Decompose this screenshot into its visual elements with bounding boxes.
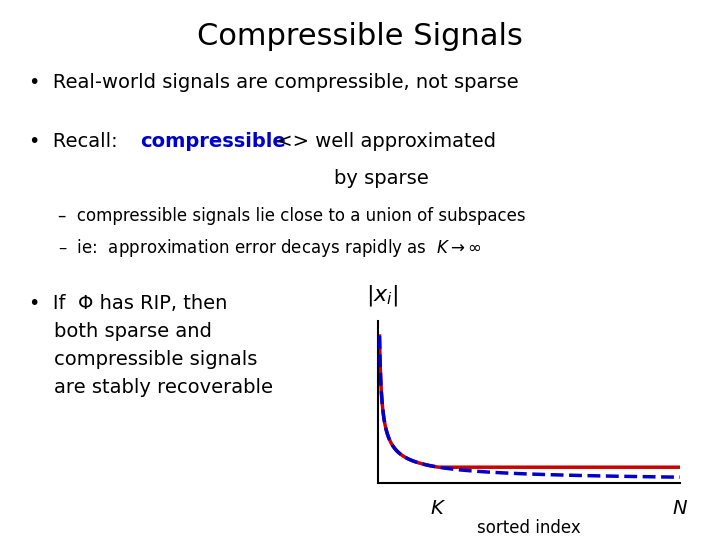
Text: sorted index: sorted index (477, 519, 581, 537)
Text: $K$: $K$ (431, 500, 446, 518)
Text: compressible: compressible (140, 132, 286, 151)
Text: •  Real-world signals are compressible, not sparse: • Real-world signals are compressible, n… (29, 73, 518, 92)
Text: –  ie:  approximation error decays rapidly as  $K \rightarrow \infty$: – ie: approximation error decays rapidly… (58, 237, 481, 259)
Text: $N$: $N$ (672, 500, 688, 518)
Text: •  If  Φ has RIP, then
    both sparse and
    compressible signals
    are stab: • If Φ has RIP, then both sparse and com… (29, 294, 273, 397)
Text: by sparse: by sparse (334, 169, 429, 188)
Text: Compressible Signals: Compressible Signals (197, 22, 523, 51)
Text: •  Recall:: • Recall: (29, 132, 124, 151)
Text: <> well approximated: <> well approximated (270, 132, 496, 151)
Text: $|x_i|$: $|x_i|$ (366, 284, 398, 308)
Text: –  compressible signals lie close to a union of subspaces: – compressible signals lie close to a un… (58, 207, 525, 225)
